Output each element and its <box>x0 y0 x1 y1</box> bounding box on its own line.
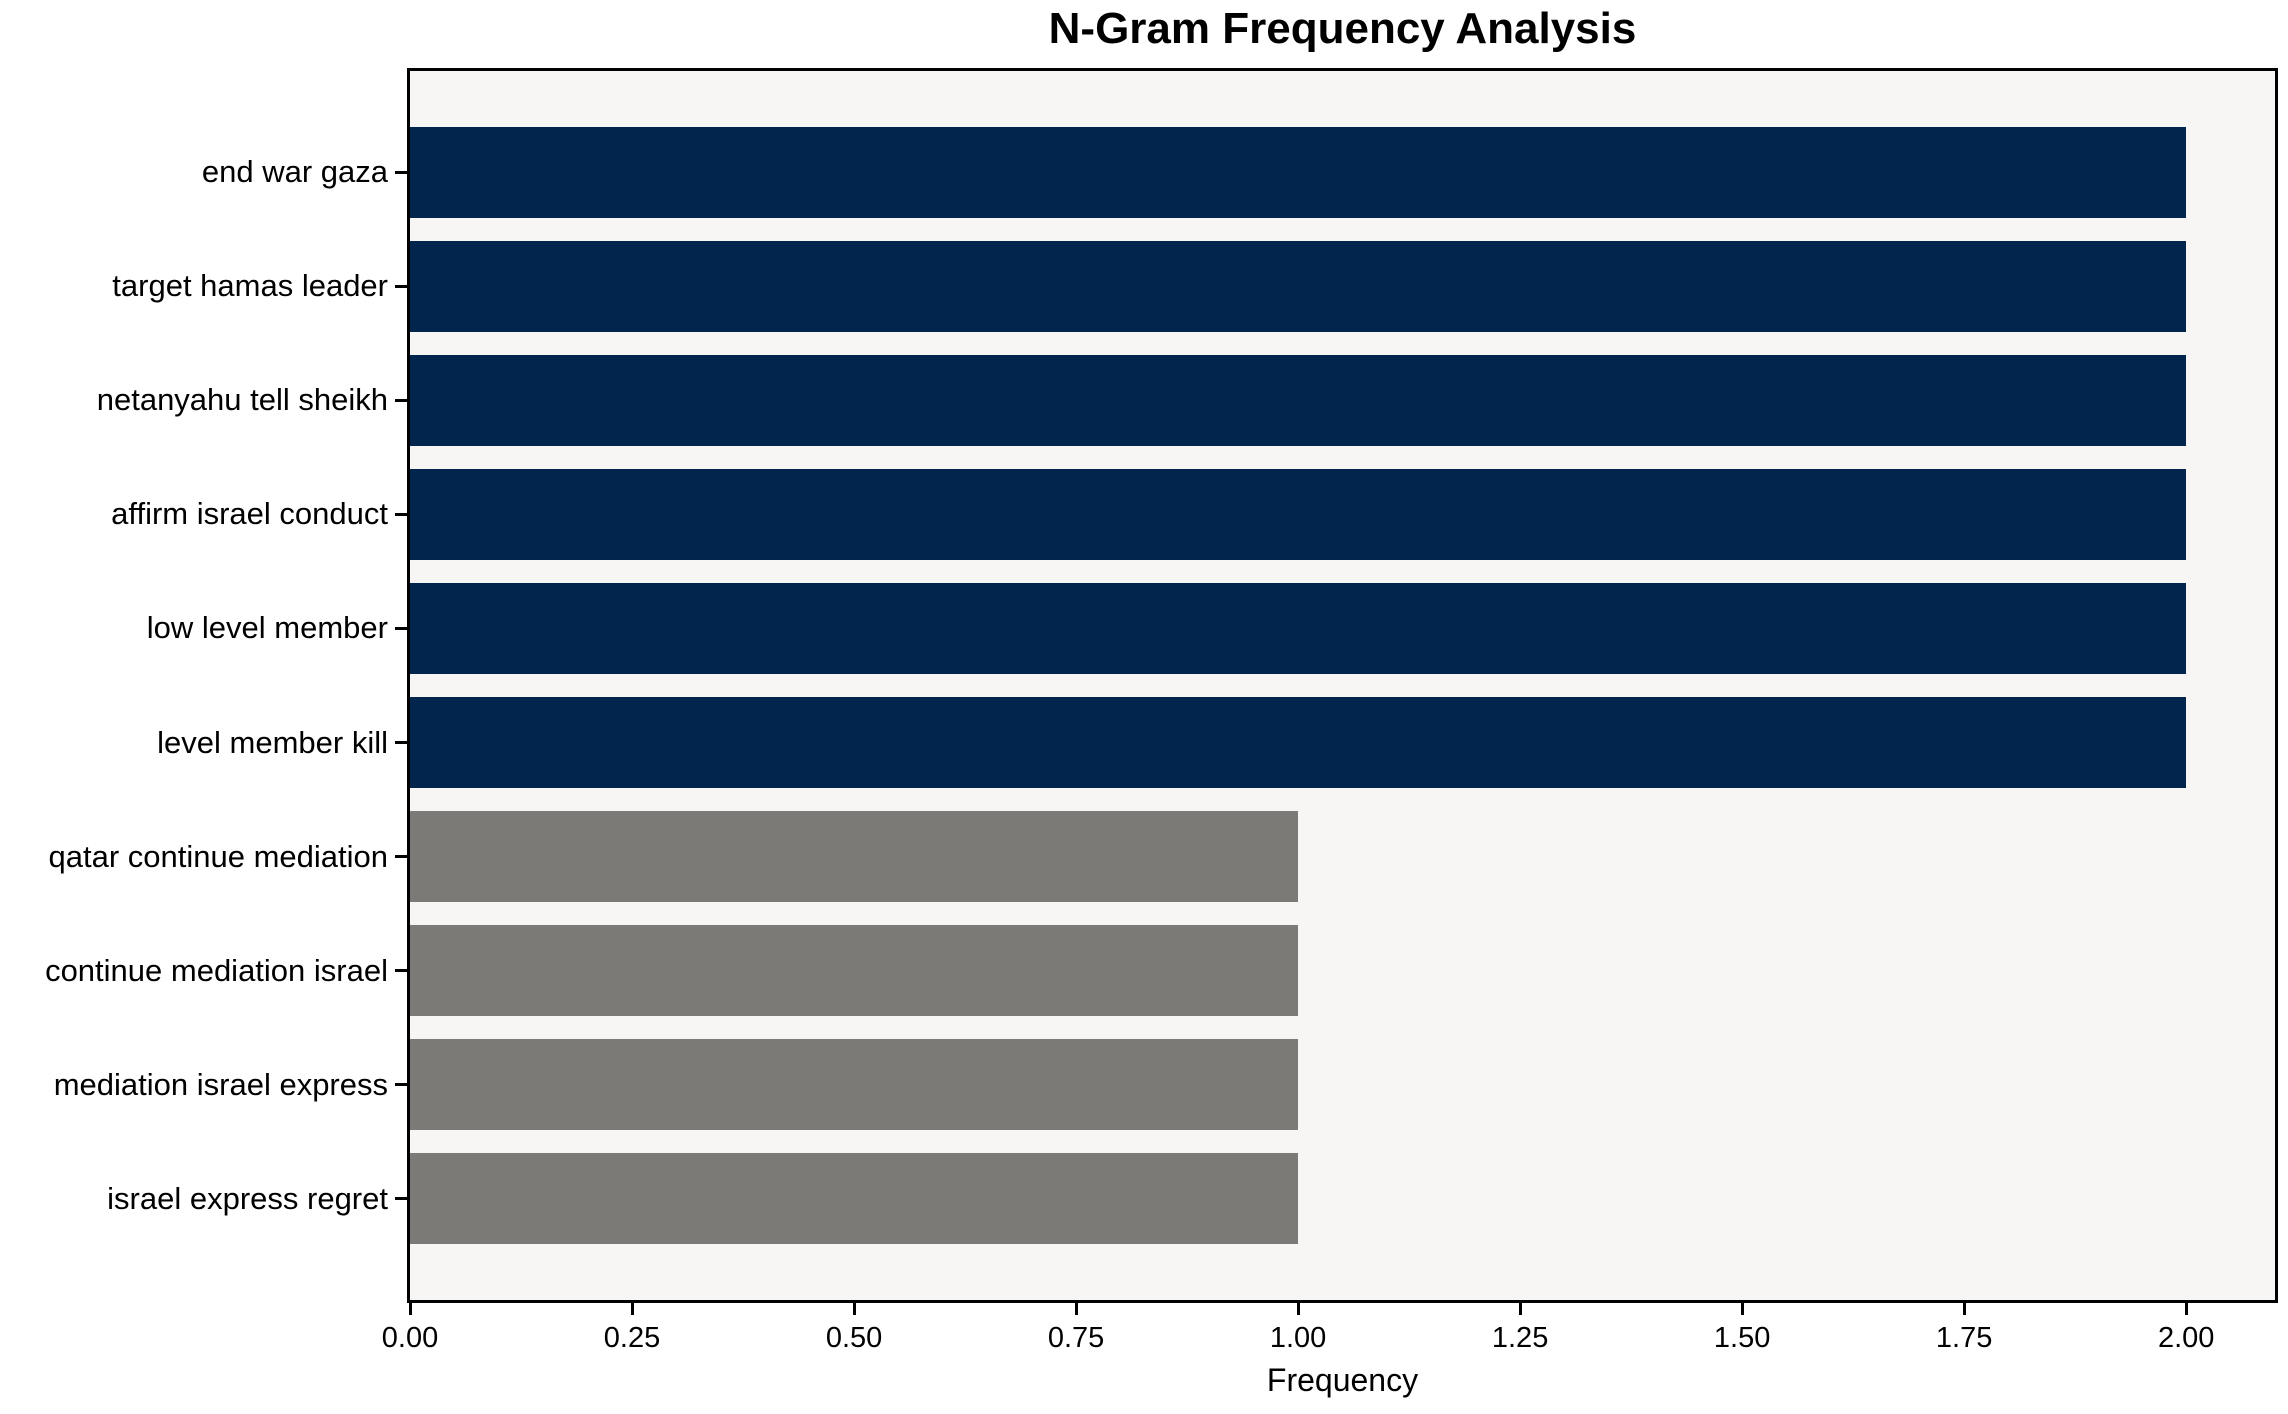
y-tick-label: israel express regret <box>107 1180 388 1216</box>
x-tick-label: 0.50 <box>825 1322 883 1354</box>
y-tick-mark <box>395 512 407 516</box>
chart-title: N-Gram Frequency Analysis <box>1048 4 1637 53</box>
bar <box>410 354 2187 447</box>
y-tick-mark <box>395 969 407 973</box>
y-tick-label: netanyahu tell sheikh <box>96 382 388 418</box>
x-tick-label: 1.75 <box>1935 1322 1993 1354</box>
y-tick-label: level member kill <box>157 724 388 760</box>
y-tick-mark <box>395 741 407 744</box>
x-tick-label: 1.00 <box>1269 1322 1327 1354</box>
bar <box>410 696 2187 789</box>
y-tick-mark <box>395 1083 407 1087</box>
plot-area <box>407 68 2278 1303</box>
x-tick-label: 0.00 <box>381 1322 439 1354</box>
bar <box>410 810 1299 903</box>
y-tick-label: qatar continue mediation <box>48 838 388 874</box>
y-tick-label: target hamas leader <box>112 268 388 304</box>
x-tick-label: 1.25 <box>1491 1322 1549 1354</box>
bar <box>410 1152 1299 1245</box>
bar <box>410 924 1299 1017</box>
x-tick-mark <box>1296 1303 1300 1315</box>
y-tick-mark <box>395 626 407 630</box>
bars-container <box>410 71 2275 1300</box>
x-tick-label: 2.00 <box>2157 1322 2215 1354</box>
y-tick-mark <box>395 855 407 858</box>
x-tick-mark <box>1962 1303 1966 1315</box>
x-tick-mark <box>2184 1303 2188 1315</box>
x-tick-label: 0.25 <box>603 1322 661 1354</box>
x-tick-label: 0.75 <box>1047 1322 1105 1354</box>
y-tick-label: mediation israel express <box>53 1066 388 1102</box>
y-tick-mark <box>395 398 407 402</box>
y-tick-mark <box>395 284 407 288</box>
bar <box>410 1038 1299 1131</box>
y-tick-mark <box>395 170 407 174</box>
y-tick-label: continue mediation israel <box>45 952 388 988</box>
y-tick-label: affirm israel conduct <box>111 496 388 532</box>
y-tick-label: low level member <box>146 610 388 646</box>
x-tick-mark <box>408 1303 412 1315</box>
x-tick-mark <box>1518 1303 1522 1315</box>
x-tick-mark <box>630 1303 634 1315</box>
x-axis-label: Frequency <box>1266 1362 1419 1398</box>
x-tick-mark <box>1074 1303 1078 1315</box>
bar <box>410 240 2187 333</box>
x-tick-mark <box>1740 1303 1744 1315</box>
bar <box>410 468 2187 561</box>
y-tick-mark <box>395 1197 407 1201</box>
x-tick-label: 1.50 <box>1713 1322 1771 1354</box>
y-tick-label: end war gaza <box>201 154 388 190</box>
bar <box>410 126 2187 219</box>
x-tick-mark <box>852 1303 856 1315</box>
bar <box>410 582 2187 675</box>
